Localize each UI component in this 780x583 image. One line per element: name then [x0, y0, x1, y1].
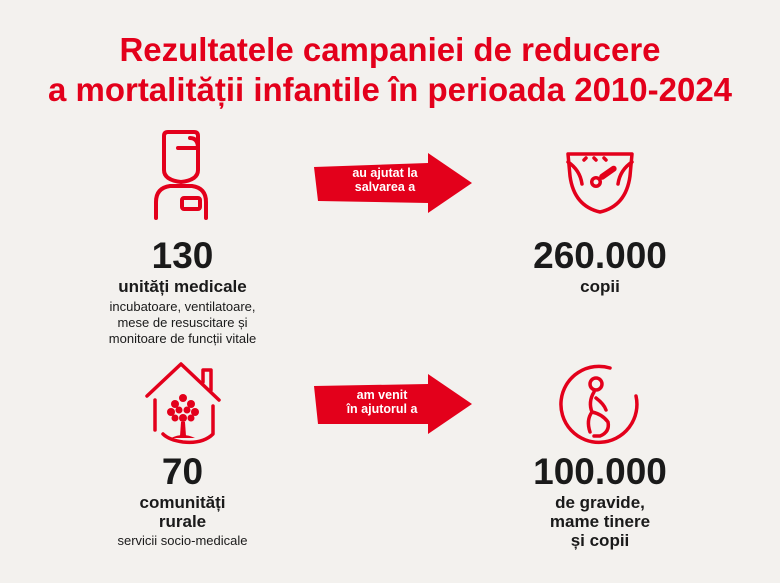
arrow-row1-line2: salvarea a: [354, 180, 416, 194]
detail-line: mese de resuscitare și: [117, 315, 248, 330]
children-saved-label: copii: [580, 277, 620, 296]
title-line-1: Rezultatele campaniei de reducere: [119, 31, 661, 68]
children-saved-block: 260.000 copii: [500, 235, 700, 297]
medical-units-label: unități medicale: [118, 277, 247, 296]
rural-house-tree-icon: [143, 360, 225, 448]
beneficiaries-block: 100.000 de gravide, mame tinere și copii: [500, 451, 700, 551]
arrow-row1: au ajutat la salvarea a: [310, 153, 475, 218]
arrow-row1-line1: au ajutat la: [352, 166, 418, 180]
beneficiaries-label: de gravide, mame tinere și copii: [500, 493, 700, 550]
detail-line: incubatoare, ventilatoare,: [109, 299, 256, 314]
rural-communities-number: 70: [161, 451, 204, 492]
rural-communities-block: 70 comunități rurale servicii socio-medi…: [80, 452, 285, 549]
label-line: de gravide,: [555, 493, 645, 512]
diaper-icon: [560, 148, 640, 218]
pregnant-woman-icon: [558, 362, 644, 446]
medical-units-block: 130 unități medicale incubatoare, ventil…: [80, 236, 285, 347]
page-title: Rezultatele campaniei de reducere a mort…: [0, 30, 780, 110]
medical-units-number: 130: [151, 235, 214, 276]
arrow-row2: am venit în ajutorul a: [310, 374, 475, 439]
medical-staff-icon: [150, 128, 212, 220]
beneficiaries-number: 100.000: [533, 451, 667, 492]
detail-line: monitoare de funcții vitale: [108, 331, 257, 346]
label-line: mame tinere: [549, 512, 651, 531]
label-line: rurale: [158, 512, 207, 531]
medical-units-detail: incubatoare, ventilatoare, mese de resus…: [80, 299, 285, 347]
children-saved-number: 260.000: [533, 235, 667, 276]
rural-communities-detail: servicii socio-medicale: [117, 533, 248, 548]
label-line: și copii: [570, 531, 630, 550]
arrow-row2-line1: am venit: [356, 388, 408, 402]
rural-communities-label: comunități rurale: [80, 493, 285, 531]
title-line-2: a mortalității infantile în perioada 201…: [47, 71, 733, 108]
label-line: comunități: [139, 493, 226, 512]
arrow-row2-line2: în ajutorul a: [346, 402, 418, 416]
